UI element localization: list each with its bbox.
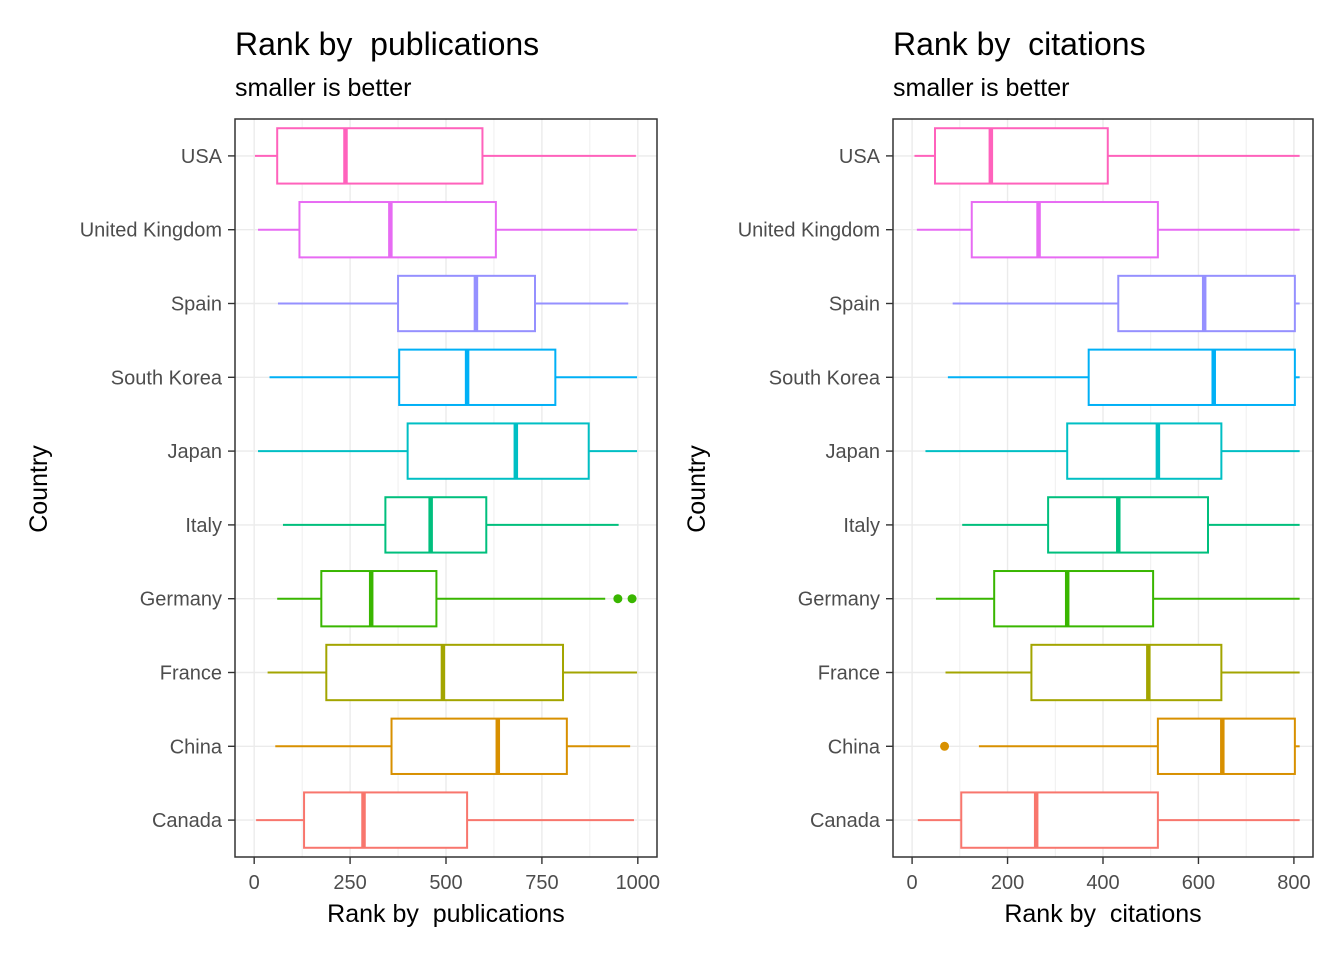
boxplot-japan <box>258 422 638 480</box>
boxplot-usa <box>914 127 1300 185</box>
y-tick-label: USA <box>839 146 881 168</box>
boxplot-china <box>275 717 631 775</box>
y-tick-label: France <box>818 663 880 685</box>
box <box>276 127 484 185</box>
box <box>960 791 1159 849</box>
box <box>934 127 1109 185</box>
outlier-point <box>940 741 950 751</box>
y-tick-label: United Kingdom <box>738 220 880 242</box>
box <box>320 570 438 628</box>
boxplot-south-korea <box>947 348 1300 406</box>
boxplot-united-kingdom <box>258 201 638 259</box>
outlier-point <box>613 594 623 604</box>
box <box>406 422 590 480</box>
chart-subtitle: smaller is better <box>893 74 1070 102</box>
boxplot-china <box>940 717 1300 775</box>
y-axis-label: Country <box>683 445 711 533</box>
box <box>1030 643 1223 702</box>
plot-area: Canada China France Germany Italy Japan South … <box>80 118 661 894</box>
boxplot-spain <box>952 274 1300 333</box>
x-tick-label: 800 <box>1277 872 1310 894</box>
boxplot-canada <box>917 791 1300 849</box>
outlier-point <box>627 594 637 604</box>
box <box>298 201 497 259</box>
x-tick-label: 750 <box>525 872 558 894</box>
boxplot-japan <box>925 422 1300 480</box>
y-tick-label: France <box>160 663 222 685</box>
box <box>390 717 568 775</box>
x-tick-label: 200 <box>991 872 1024 894</box>
y-tick-label: Germany <box>140 589 222 611</box>
boxplot-germany <box>935 570 1300 628</box>
y-tick-label: Germany <box>798 589 880 611</box>
x-tick-label: 1000 <box>616 872 661 894</box>
y-tick-label: Japan <box>826 441 881 463</box>
y-tick-label: Canada <box>152 810 223 832</box>
boxplot-south-korea <box>269 348 638 406</box>
box <box>1087 348 1296 406</box>
boxplot-canada <box>256 791 634 849</box>
box <box>1117 274 1296 333</box>
x-tick-label: 500 <box>429 872 462 894</box>
y-tick-label: USA <box>181 146 223 168</box>
box <box>1156 717 1296 775</box>
box <box>384 496 488 554</box>
box <box>303 791 469 849</box>
y-tick-label: Italy <box>843 515 880 537</box>
y-tick-label: Spain <box>171 294 222 316</box>
y-tick-label: United Kingdom <box>80 220 222 242</box>
boxplot-germany <box>277 570 637 628</box>
chart-panel-publications: Rank by publications smaller is better C… <box>25 26 661 928</box>
chart-title: Rank by citations <box>893 26 1146 62</box>
box <box>1066 422 1223 480</box>
y-tick-label: China <box>828 736 881 758</box>
panel-border <box>892 118 1314 858</box>
x-axis-label: Rank by citations <box>1004 900 1202 928</box>
boxplot-usa <box>254 127 636 185</box>
chart-title: Rank by publications <box>235 26 540 62</box>
boxplot-italy <box>282 496 619 554</box>
chart-subtitle: smaller is better <box>235 74 412 102</box>
y-tick-label: Japan <box>168 441 223 463</box>
y-tick-label: Italy <box>185 515 222 537</box>
y-tick-label: Canada <box>810 810 881 832</box>
x-tick-label: 250 <box>333 872 366 894</box>
y-tick-label: South Korea <box>111 367 223 389</box>
box <box>398 348 557 406</box>
x-tick-label: 600 <box>1182 872 1215 894</box>
plot-background <box>893 119 1313 857</box>
box <box>993 570 1155 628</box>
x-tick-label: 0 <box>907 872 918 894</box>
boxplot-france <box>267 643 638 702</box>
x-tick-label: 400 <box>1086 872 1119 894</box>
box <box>970 201 1159 259</box>
boxplot-france <box>945 643 1300 702</box>
y-tick-label: Spain <box>829 294 880 316</box>
boxplot-italy <box>962 496 1300 554</box>
boxplot-spain <box>277 274 629 333</box>
x-axis-label: Rank by publications <box>327 900 565 928</box>
box <box>1047 496 1210 554</box>
y-tick-label: China <box>170 736 223 758</box>
box <box>397 274 537 333</box>
y-tick-label: South Korea <box>769 367 881 389</box>
x-tick-label: 0 <box>249 872 260 894</box>
boxplot-united-kingdom <box>916 201 1300 259</box>
